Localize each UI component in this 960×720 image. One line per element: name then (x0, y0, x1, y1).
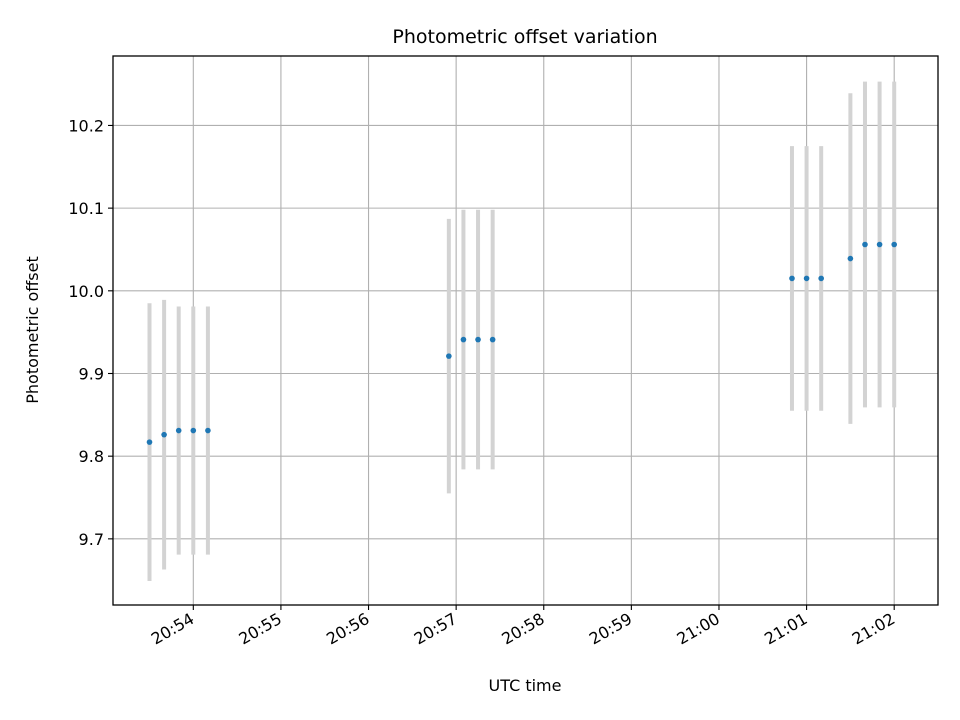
y-tick-label: 9.7 (79, 530, 104, 549)
data-point (475, 336, 481, 343)
data-point (175, 427, 182, 434)
data-point (146, 439, 153, 445)
data-point (460, 336, 467, 343)
data-point (803, 275, 810, 282)
y-tick-label: 9.9 (79, 364, 104, 383)
y-tick-label: 9.8 (79, 447, 104, 466)
y-tick-label: 10.2 (68, 116, 104, 135)
point-layer (146, 241, 897, 445)
data-point (876, 241, 883, 248)
x-axis-title: UTC time (489, 676, 562, 695)
data-point (161, 431, 167, 438)
data-point (489, 336, 496, 343)
data-point (789, 275, 795, 282)
y-tick-label: 10.1 (68, 199, 104, 218)
data-point (190, 427, 197, 434)
data-point (862, 241, 868, 248)
y-axis-title: Photometric offset (23, 256, 42, 404)
data-point (205, 427, 211, 434)
data-point (446, 353, 452, 359)
y-tick-label: 10.0 (68, 282, 104, 301)
plot-frame (112, 55, 939, 606)
data-point (847, 255, 854, 262)
data-point (891, 241, 897, 248)
data-point (818, 275, 824, 282)
chart-title: Photometric offset variation (392, 26, 657, 48)
